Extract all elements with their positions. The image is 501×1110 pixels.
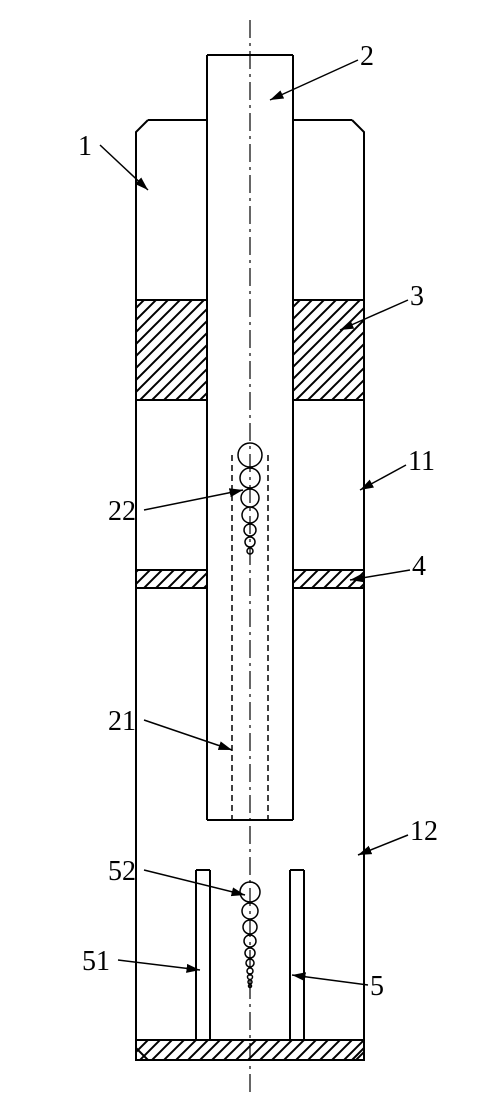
callout-label-12: 12 [410,816,438,848]
callout-label-51: 51 [82,946,110,978]
callout-label-22: 22 [108,496,136,528]
callout-label-4: 4 [412,551,426,583]
callout-label-11: 11 [408,446,435,478]
callout-label-3: 3 [410,281,424,313]
callout-label-1: 1 [78,131,92,163]
callout-label-2: 2 [360,41,374,73]
callout-label-52: 52 [108,856,136,888]
callout-label-21: 21 [108,706,136,738]
callout-label-5: 5 [370,971,384,1003]
